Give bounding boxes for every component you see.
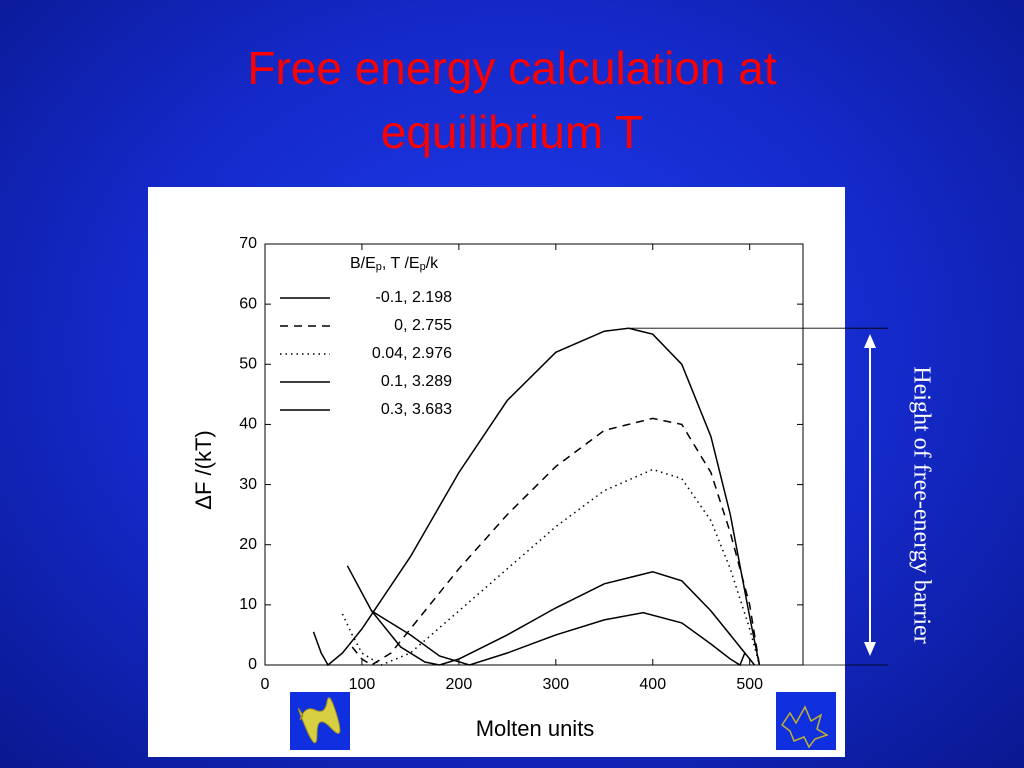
x-tick-label: 500 xyxy=(736,676,763,693)
legend-label: 0.04, 2.976 xyxy=(372,345,452,362)
legend-title-part: p xyxy=(376,261,382,273)
legend-label: 0, 2.755 xyxy=(394,317,452,334)
legend-label: 0.3, 3.683 xyxy=(381,401,452,418)
legend-title: B/Ep, T /Ep/k xyxy=(350,255,439,273)
legend-title-part: B/E xyxy=(350,255,376,272)
series-line xyxy=(312,327,761,667)
thumbnail-right xyxy=(776,692,836,750)
y-tick-label: 40 xyxy=(239,416,257,433)
x-tick-label: 0 xyxy=(261,676,270,693)
y-tick-label: 0 xyxy=(248,656,257,673)
y-tick-label: 10 xyxy=(239,596,257,613)
series-line xyxy=(351,417,761,666)
plot-frame xyxy=(264,243,804,666)
y-axis-label: ΔF /(kT) xyxy=(191,430,216,509)
x-tick-label: 400 xyxy=(639,676,666,693)
series-line xyxy=(346,565,756,666)
legend-label: 0.1, 3.289 xyxy=(381,373,452,390)
legend-title-part: /k xyxy=(426,255,439,272)
legend-title-part: p xyxy=(420,261,426,273)
x-axis-label: Molten units xyxy=(476,716,595,741)
thumbnail-left xyxy=(290,692,350,750)
x-tick-label: 200 xyxy=(446,676,473,693)
slide-title: Free energy calculation at equilibrium T xyxy=(247,42,777,158)
y-tick-label: 70 xyxy=(239,235,257,252)
legend-label: -0.1, 2.198 xyxy=(376,289,453,306)
y-tick-label: 50 xyxy=(239,356,257,373)
y-tick-label: 30 xyxy=(239,476,257,493)
y-tick-label: 60 xyxy=(239,295,257,312)
y-tick-label: 20 xyxy=(239,536,257,553)
series-line xyxy=(371,610,746,667)
chart-panel xyxy=(148,187,845,757)
annotation: Height of free-energy barrier xyxy=(908,366,934,643)
legend-title-part: , T /E xyxy=(382,255,420,272)
x-tick-label: 300 xyxy=(542,676,569,693)
x-tick-label: 100 xyxy=(349,676,376,693)
